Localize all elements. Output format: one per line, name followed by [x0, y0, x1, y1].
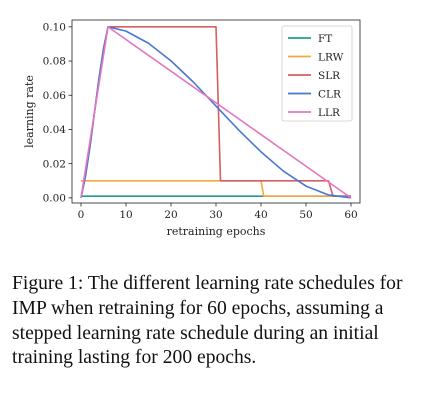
x-axis-ticks: 0 10 20 30 40 50 60: [78, 203, 358, 221]
x-axis-label: retraining epochs: [167, 225, 266, 238]
plot-area: 0 10 20 30 40 50 60 0.00 0.02 0.04 0.06 0.08 0.10: [43, 19, 361, 221]
x-tick-label: 20: [164, 209, 177, 221]
legend-label-slr: SLR: [318, 70, 341, 82]
legend-label-llr: LLR: [318, 107, 341, 119]
y-tick-label: 0.00: [43, 192, 66, 204]
legend-frame: [281, 25, 353, 122]
y-tick-label: 0.08: [43, 56, 66, 68]
legend-label-clr: CLR: [318, 88, 342, 100]
y-tick-label: 0.06: [43, 90, 67, 102]
learning-rate-chart: 0 10 20 30 40 50 60 0.00 0.02 0.04 0.06 0.08 0.10 r…: [23, 19, 361, 238]
y-tick-label: 0.02: [43, 158, 66, 170]
y-tick-label: 0.04: [43, 124, 67, 136]
series-line-llr: [80, 26, 352, 199]
x-tick-label: 10: [119, 209, 132, 221]
y-axis-label: learning rate: [23, 75, 36, 148]
legend-label-lrw: LRW: [318, 51, 344, 63]
series-line-lrw: [81, 179, 351, 197]
x-tick-label: 50: [299, 209, 312, 221]
series-layer: [80, 26, 352, 199]
x-tick-label: 0: [78, 209, 85, 221]
x-tick-label: 40: [254, 209, 267, 221]
x-tick-label: 30: [209, 209, 222, 221]
x-tick-label: 60: [344, 209, 357, 221]
figure-caption: Figure 1: The different learning rate sc…: [12, 273, 403, 369]
legend: FT LRW SLR CLR LLR: [281, 25, 353, 122]
legend-label-ft: FT: [318, 33, 332, 45]
y-axis-ticks: 0.00 0.02 0.04 0.06 0.08 0.10: [43, 21, 72, 204]
y-tick-label: 0.10: [43, 21, 66, 33]
